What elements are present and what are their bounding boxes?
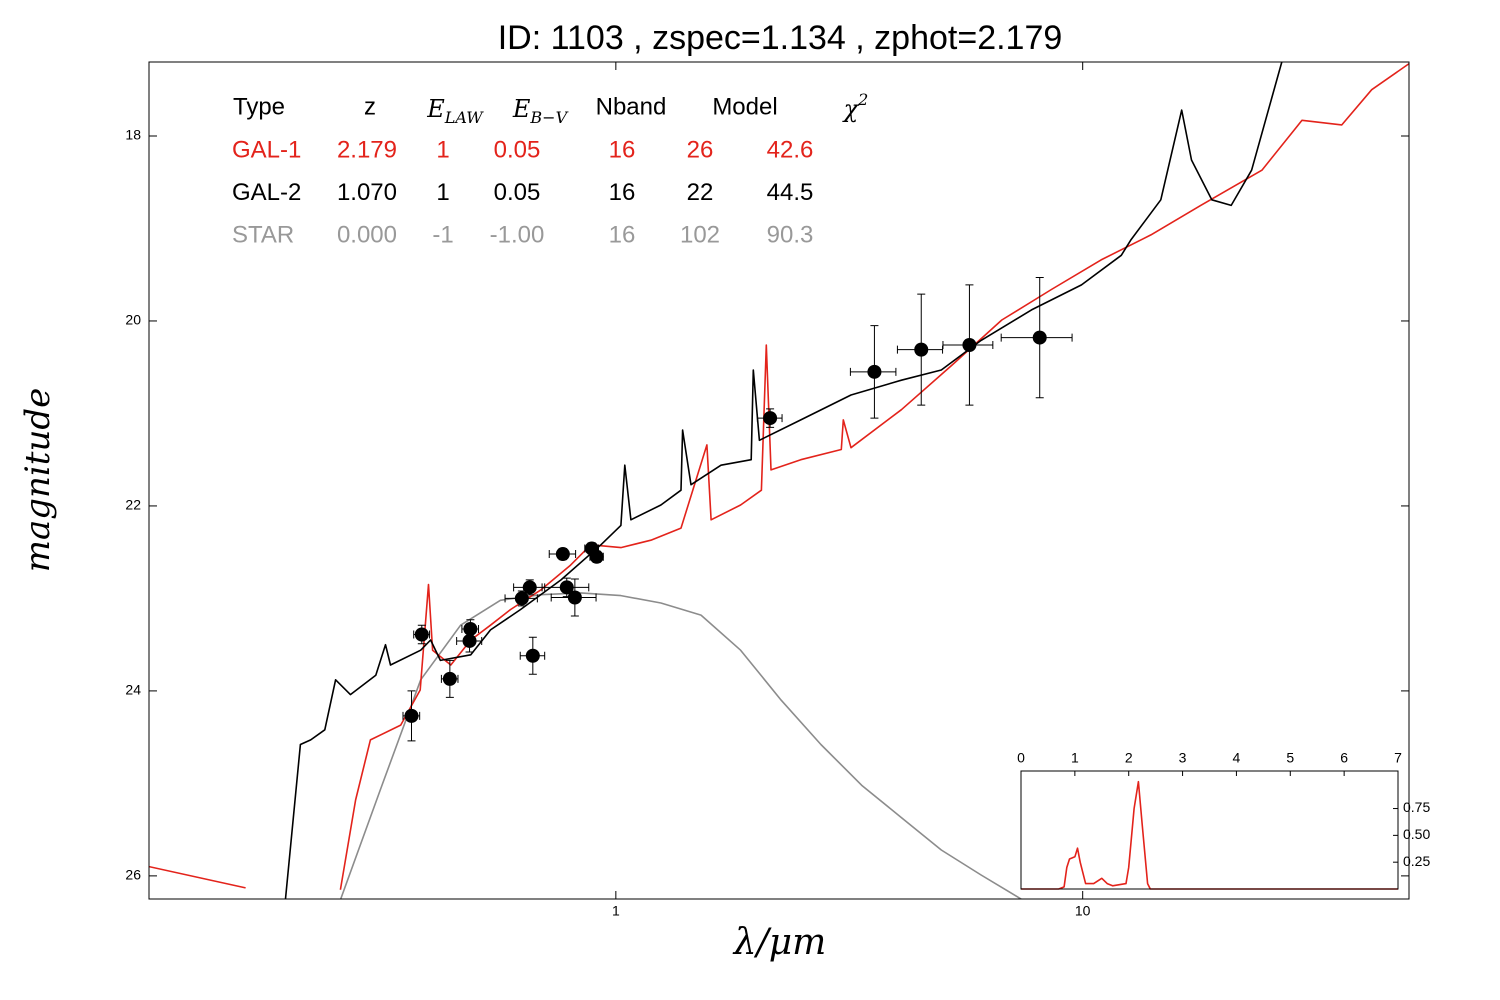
table-cell: 102: [680, 221, 720, 248]
header-subscript: B−V: [529, 108, 568, 127]
inset-x-tick-label: 4: [1233, 750, 1241, 766]
table-cell: 16: [609, 179, 636, 206]
table-cell: 16: [609, 221, 636, 248]
y-tick-label: 18: [125, 127, 141, 143]
y-tick-label: 22: [125, 497, 141, 513]
data-point: [962, 338, 977, 353]
table-cell: -1: [432, 221, 453, 248]
x-axis-label: λ/μm: [732, 922, 826, 963]
table-header: ELAW: [426, 95, 484, 127]
inset-frame: [1020, 770, 1399, 890]
data-point: [462, 633, 477, 648]
inset-x-tick-label: 5: [1286, 750, 1294, 766]
data-point: [1032, 330, 1047, 345]
table-cell: -1.00: [490, 221, 545, 248]
header-symbol: E: [512, 95, 531, 123]
inset-x-tick-label: 3: [1179, 750, 1187, 766]
model-lines: [149, 62, 1409, 899]
table-cell: GAL-1: [232, 136, 301, 163]
header-symbol: χ: [842, 95, 860, 123]
table-cell: 0.000: [337, 221, 397, 248]
inset-y-tick-label: 0.50: [1403, 826, 1430, 842]
data-point: [463, 621, 478, 636]
table-header: EB−V: [512, 95, 569, 127]
model-line: [339, 592, 1022, 899]
y-tick-label: 26: [125, 867, 141, 883]
x-tick-label: 10: [1075, 903, 1091, 919]
inset-y-tick-label: 0.25: [1403, 853, 1430, 869]
data-point: [522, 580, 537, 595]
data-point: [404, 708, 419, 723]
table-cell: 1: [436, 179, 449, 206]
data-point: [525, 648, 540, 663]
chart-title: ID: 1103 , zspec=1.134 , zphot=2.179: [498, 19, 1063, 57]
plot-frame: [148, 61, 1410, 900]
header-superscript: 2: [857, 90, 868, 109]
table-header: Nband: [596, 93, 667, 120]
model-line: [284, 62, 1283, 899]
data-point: [589, 549, 604, 564]
inset-x-tick-label: 7: [1394, 750, 1402, 766]
table-cell: GAL-2: [232, 179, 301, 206]
table-cell: 90.3: [767, 221, 814, 248]
data-point: [914, 342, 929, 357]
y-tick-label: 24: [125, 682, 141, 698]
data-point: [514, 591, 529, 606]
data-point: [555, 547, 570, 562]
data-point: [567, 590, 582, 605]
pdz-line: [1021, 780, 1398, 890]
table-cell: 42.6: [767, 136, 814, 163]
table-cell: 1.070: [337, 179, 397, 206]
table-cell: 26: [687, 136, 714, 163]
data-point: [559, 580, 574, 595]
table-cell: 1: [436, 136, 449, 163]
table-header: χ2: [842, 90, 869, 123]
inset-background: [1021, 771, 1398, 889]
table-cell: 0.05: [494, 136, 541, 163]
table-cell: STAR: [232, 221, 294, 248]
x-tick-label: 1: [612, 903, 620, 919]
table-header: z: [364, 93, 376, 120]
table-header: Type: [233, 93, 285, 120]
header-subscript: LAW: [444, 108, 485, 127]
data-point: [414, 627, 429, 642]
inset-x-tick-label: 0: [1017, 750, 1025, 766]
inset-x-tick-label: 2: [1125, 750, 1133, 766]
data-point: [442, 671, 457, 686]
table-cell: 0.05: [494, 179, 541, 206]
table-cell: 44.5: [767, 179, 814, 206]
inset-x-tick-label: 6: [1340, 750, 1348, 766]
data-point: [763, 411, 778, 426]
header-symbol: E: [426, 95, 445, 123]
inset-x-tick-label: 1: [1071, 750, 1079, 766]
y-axis-label: magnitude: [18, 388, 58, 573]
table-cell: 2.179: [337, 136, 397, 163]
data-point: [867, 364, 882, 379]
table-cell: 22: [687, 179, 714, 206]
table-header: Model: [712, 93, 777, 120]
inset-y-tick-label: 0.75: [1403, 799, 1430, 815]
y-tick-label: 20: [125, 312, 141, 328]
table-cell: 16: [609, 136, 636, 163]
